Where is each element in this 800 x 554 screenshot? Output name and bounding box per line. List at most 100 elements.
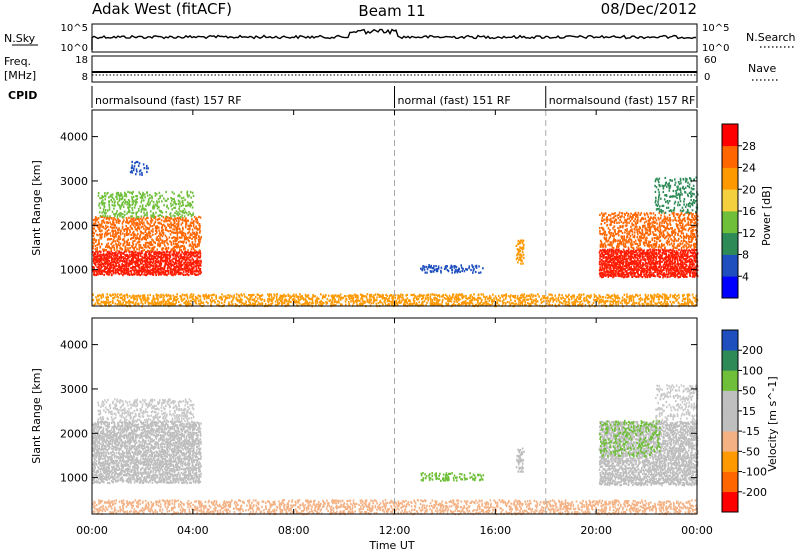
x-tick-label: 20:00 — [580, 524, 612, 537]
colorbar-tick-label: 200 — [742, 344, 763, 357]
velocity-y-axis: 1000 2000 3000 4000 — [60, 339, 697, 485]
colorbar-segment — [722, 232, 738, 255]
colorbar-segment — [722, 145, 738, 168]
nave-label: Nave — [748, 62, 776, 75]
scatter-region — [515, 447, 525, 473]
freq-unit: [MHz] — [4, 69, 36, 82]
y-tick-label: 1000 — [60, 472, 88, 485]
x-tick-label: 08:00 — [278, 524, 310, 537]
colorbar-frame — [721, 329, 739, 513]
colorbar-segment — [722, 390, 738, 412]
y-tick-label: 3000 — [60, 383, 88, 396]
cpid-label: CPID — [8, 89, 37, 102]
nsky-tick-bottom: 10^0 — [61, 43, 88, 54]
nave-tick-top: 60 — [704, 55, 717, 66]
date-title: 08/Dec/2012 — [601, 0, 697, 18]
velocity-panel: 1000 2000 3000 4000 Slant Range [km] 200 100… — [30, 317, 779, 516]
time-x-axis: 00:00 04:00 08:00 12:00 16:00 20:00 00:00 — [76, 110, 713, 537]
colorbar-segment — [722, 370, 738, 391]
colorbar-segment — [722, 167, 738, 190]
x-tick-label: 00:00 — [76, 524, 108, 537]
nsearch-label: N.Search — [746, 31, 796, 44]
colorbar-tick-label: -50 — [742, 445, 760, 458]
scatter-region — [598, 419, 661, 458]
y-tick-label: 3000 — [60, 175, 88, 188]
scatter-region — [655, 384, 699, 423]
beam-title: Beam 11 — [358, 2, 425, 20]
colorbar-tick-label: 12 — [742, 227, 756, 240]
power-data — [92, 110, 699, 308]
power-y-label: Slant Range [km] — [30, 160, 43, 256]
colorbar-segment — [722, 330, 738, 351]
power-colorbar-label: Power [dB] — [760, 186, 773, 246]
power-y-axis: 1000 2000 3000 4000 — [60, 131, 697, 277]
scatter-region — [129, 160, 149, 176]
nsearch-tick-top: 10^5 — [702, 23, 729, 34]
colorbar-segment — [722, 276, 738, 299]
colorbar-tick-label: 4 — [742, 270, 749, 283]
scatter-region — [420, 264, 484, 274]
power-colorbar: 28 24 20 16 12 8 4 — [721, 123, 756, 299]
scatter-region — [92, 420, 202, 485]
nsky-tick-top: 10^5 — [61, 23, 88, 34]
velocity-colorbar-label: Velocity [m s^-1] — [766, 376, 779, 471]
x-tick-label: 16:00 — [479, 524, 511, 537]
velocity-data — [92, 318, 699, 516]
nsky-label: N.Sky — [4, 32, 36, 45]
colorbar-tick-label: 15 — [742, 405, 756, 418]
x-axis-label: Time UT — [368, 539, 414, 552]
colorbar-segment — [722, 254, 738, 277]
colorbar-tick-label: 28 — [742, 140, 756, 153]
colorbar-segment — [722, 491, 738, 513]
y-tick-label: 4000 — [60, 339, 88, 352]
freq-panel: Freq. [MHz] 18 8 60 0 Nave — [4, 55, 778, 83]
colorbar-segment — [722, 350, 738, 371]
colorbar-tick-label: 24 — [742, 162, 756, 175]
colorbar-segment — [722, 410, 738, 432]
y-tick-label: 1000 — [60, 264, 88, 277]
scatter-region — [97, 398, 195, 423]
cpid-segment-label: normalsound (fast) 157 RF — [95, 94, 242, 107]
colorbar-segment — [722, 189, 738, 212]
scatter-region — [92, 293, 699, 308]
scatter-region — [92, 215, 202, 252]
colorbar-segment — [722, 124, 738, 147]
scatter-region — [92, 499, 699, 516]
y-tick-label: 4000 — [60, 131, 88, 144]
scatter-region — [92, 250, 202, 277]
nsky-trace — [91, 28, 697, 50]
colorbar-tick-label: 20 — [742, 183, 756, 196]
scatter-region — [598, 248, 699, 279]
site-title: Adak West (fitACF) — [92, 0, 232, 18]
colorbar-segment — [722, 471, 738, 493]
cpid-segment-label: normal (fast) 151 RF — [398, 94, 511, 107]
velocity-y-label: Slant Range [km] — [30, 368, 43, 464]
colorbar-tick-label: -100 — [742, 466, 767, 479]
colorbar-tick-label: -15 — [742, 425, 760, 438]
x-tick-label: 04:00 — [177, 524, 209, 537]
power-panel: 1000 2000 3000 4000 Slant Range [km] 28 24 20… — [30, 109, 773, 308]
y-tick-label: 2000 — [60, 219, 88, 232]
x-tick-label: 12:00 — [379, 524, 411, 537]
colorbar-tick-label: 8 — [742, 249, 749, 262]
colorbar-tick-label: 16 — [742, 205, 756, 218]
freq-label: Freq. — [4, 55, 31, 68]
colorbar-segment — [722, 431, 738, 452]
colorbar-tick-label: 50 — [742, 385, 756, 398]
freq-tick-top: 18 — [75, 55, 88, 66]
scatter-region — [515, 239, 525, 265]
colorbar-tick-label: 100 — [742, 364, 763, 377]
cpid-row: CPID normalsound (fast) 157 RF normal (fa… — [8, 86, 698, 108]
scatter-region — [654, 176, 699, 214]
colorbar-segment — [722, 211, 738, 234]
y-tick-label: 2000 — [60, 427, 88, 440]
colorbar-segment — [722, 451, 738, 472]
nsky-panel: N.Sky 10^5 10^0 10^5 10^0 N.Search — [4, 23, 796, 54]
colorbar-tick-label: -200 — [742, 486, 767, 499]
velocity-colorbar: 200 100 50 15 -15 -50 -100 -200 — [721, 329, 767, 513]
freq-tick-bottom: 8 — [82, 72, 88, 83]
nave-tick-bottom: 0 — [704, 72, 710, 83]
nsearch-tick-bottom: 10^0 — [702, 43, 729, 54]
scatter-region — [599, 211, 699, 250]
